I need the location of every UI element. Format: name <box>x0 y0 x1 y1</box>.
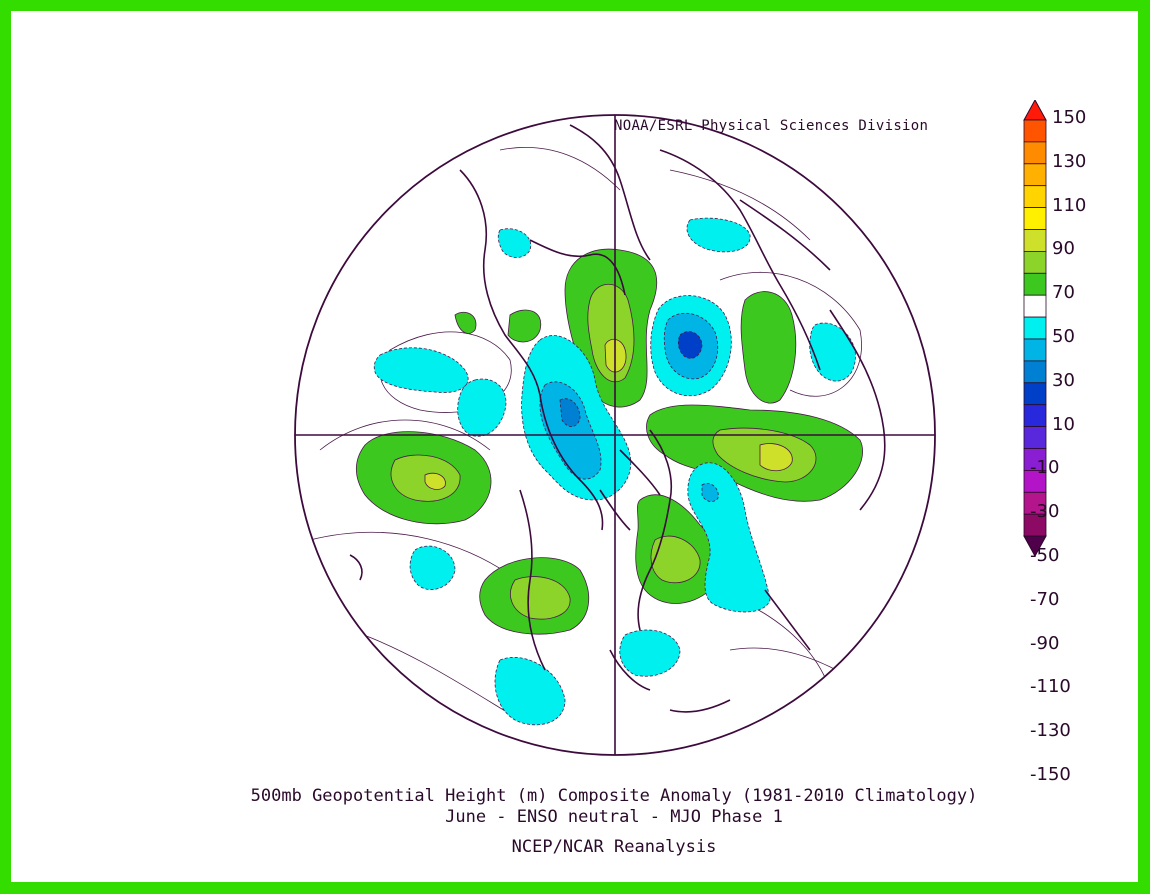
colorbar-tick-label: 130 <box>1052 150 1087 172</box>
colorbar-tick-label: 150 <box>1052 107 1087 128</box>
colorbar-tick-label: -10 <box>1030 457 1060 479</box>
coastlines <box>349 124 886 713</box>
colorbar-tick-label: -70 <box>1030 588 1060 610</box>
colorbar-swatch <box>1023 404 1047 428</box>
colorbar-swatch <box>1023 360 1047 384</box>
colorbar-swatch <box>1023 250 1047 274</box>
chart-subtitle: June - ENSO neutral - MJO Phase 1 <box>445 807 783 827</box>
colorbar-swatch <box>1023 119 1047 143</box>
colorbar-swatch <box>1023 185 1047 208</box>
colorbar-swatch <box>1023 316 1047 340</box>
chart-title: 500mb Geopotential Height (m) Composite … <box>250 786 978 806</box>
colorbar-tick-label: 110 <box>1052 194 1087 216</box>
positive-anomaly-shading <box>355 248 863 635</box>
colorbar <box>1023 100 1047 558</box>
colorbar-swatch <box>1023 229 1047 252</box>
polar-map <box>294 114 936 756</box>
colorbar-top-arrow <box>1023 100 1047 121</box>
data-source-label: NCEP/NCAR Reanalysis <box>511 837 717 857</box>
colorbar-tick-label: 70 <box>1052 282 1075 304</box>
colorbar-swatch <box>1023 163 1047 187</box>
colorbar-tick-label: -130 <box>1030 720 1071 742</box>
colorbar-tick-label: 50 <box>1052 326 1075 347</box>
colorbar-tick-label: -30 <box>1030 501 1060 523</box>
colorbar-swatch <box>1023 382 1047 406</box>
colorbar-tick-label: -110 <box>1030 676 1071 698</box>
graticule <box>295 115 935 755</box>
colorbar-tick-label: -50 <box>1030 545 1060 566</box>
colorbar-swatch <box>1023 338 1047 362</box>
colorbar-tick-label: -150 <box>1030 764 1071 785</box>
colorbar-swatch <box>1023 426 1047 449</box>
credit-label: NOAA/ESRL Physical Sciences Division <box>614 118 929 134</box>
colorbar-bottom-arrow <box>1023 535 1047 558</box>
negative-anomaly-shading <box>373 217 856 726</box>
colorbar-swatch <box>1023 272 1047 296</box>
colorbar-swatch <box>1023 207 1047 230</box>
colorbar-swatch <box>1023 141 1047 165</box>
colorbar-tick-label: 30 <box>1052 369 1075 391</box>
colorbar-tick-label: -90 <box>1030 632 1060 654</box>
map-boundary <box>294 114 936 756</box>
colorbar-tick-label: 10 <box>1052 413 1075 435</box>
colorbar-swatch <box>1023 294 1047 318</box>
colorbar-tick-label: 90 <box>1052 238 1075 260</box>
